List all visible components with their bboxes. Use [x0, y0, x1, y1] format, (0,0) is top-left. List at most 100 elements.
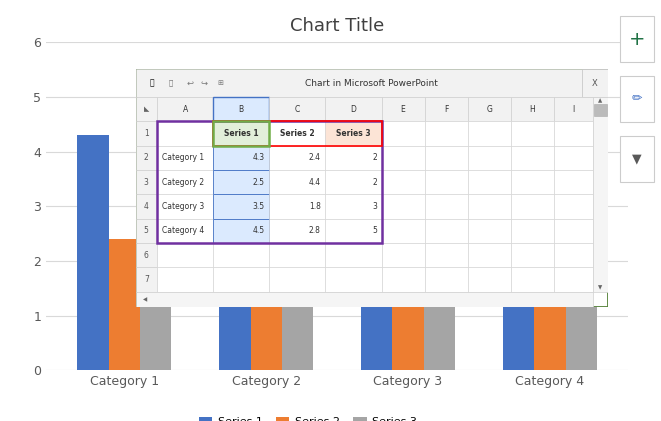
Bar [325, 121, 381, 146]
Text: A: A [182, 104, 188, 114]
Bar [554, 170, 593, 195]
Bar [136, 69, 608, 97]
Text: 4: 4 [144, 202, 149, 211]
Text: 2.4: 2.4 [309, 153, 321, 162]
Text: I: I [572, 104, 574, 114]
Bar [136, 292, 593, 307]
Text: Series 3: Series 3 [336, 129, 371, 138]
Text: X: X [592, 79, 598, 88]
Bar [325, 97, 381, 121]
Bar [157, 121, 381, 243]
Text: ⊞: ⊞ [217, 80, 223, 86]
Bar [269, 170, 325, 195]
Bar [554, 267, 593, 292]
Bar [381, 243, 424, 267]
Text: 6: 6 [144, 251, 149, 260]
Text: Category 1: Category 1 [162, 153, 204, 162]
Bar [157, 97, 214, 121]
Text: ↪: ↪ [200, 79, 208, 88]
Bar [468, 146, 511, 170]
Text: B: B [239, 104, 244, 114]
Text: G: G [486, 104, 492, 114]
Bar [214, 243, 269, 267]
Text: 1.8: 1.8 [309, 202, 321, 211]
Text: Category 2: Category 2 [162, 178, 204, 187]
Bar [468, 267, 511, 292]
Bar [282, 261, 313, 370]
Text: ▼: ▼ [598, 285, 603, 290]
Bar [381, 146, 424, 170]
Bar [566, 97, 597, 370]
Bar [269, 97, 325, 121]
Bar [219, 234, 251, 370]
Text: 7: 7 [144, 275, 149, 284]
Bar [511, 121, 554, 146]
Bar [136, 267, 157, 292]
Bar [269, 219, 325, 243]
Text: F: F [444, 104, 448, 114]
Bar [424, 97, 468, 121]
Bar [424, 243, 468, 267]
Text: 5: 5 [372, 226, 377, 235]
Bar [503, 124, 534, 370]
Bar [554, 146, 593, 170]
Bar [468, 170, 511, 195]
Bar [136, 219, 157, 243]
FancyBboxPatch shape [620, 16, 654, 62]
Text: 2.8: 2.8 [309, 226, 321, 235]
Bar [214, 121, 381, 146]
Bar [269, 267, 325, 292]
Bar [511, 219, 554, 243]
Text: E: E [401, 104, 405, 114]
Bar [468, 121, 511, 146]
Bar [157, 219, 214, 243]
Bar [381, 170, 424, 195]
Bar [381, 97, 424, 121]
Text: 💾: 💾 [169, 80, 173, 86]
Bar [424, 121, 468, 146]
Bar [140, 261, 171, 370]
Bar [511, 170, 554, 195]
Text: 2: 2 [144, 153, 149, 162]
Bar [554, 121, 593, 146]
Bar [511, 195, 554, 219]
Text: D: D [350, 104, 356, 114]
Text: Series 2: Series 2 [280, 129, 315, 138]
Bar [468, 195, 511, 219]
Bar [157, 146, 214, 170]
Bar [424, 206, 455, 370]
Bar [77, 135, 108, 370]
Text: +: + [629, 29, 645, 49]
Bar [381, 195, 424, 219]
Bar [136, 146, 157, 170]
Bar [393, 272, 424, 370]
Bar [214, 170, 269, 195]
Bar [269, 195, 325, 219]
Text: 3: 3 [372, 202, 377, 211]
Bar [468, 243, 511, 267]
Text: C: C [295, 104, 300, 114]
Bar [593, 97, 608, 292]
Text: 5: 5 [144, 226, 149, 235]
Bar [108, 239, 140, 370]
Text: 4.4: 4.4 [309, 178, 321, 187]
Text: ▲: ▲ [598, 98, 603, 103]
Bar [157, 267, 214, 292]
Bar [157, 243, 214, 267]
Text: ✏: ✏ [632, 93, 642, 106]
Text: ▼: ▼ [633, 153, 642, 166]
Text: 2: 2 [372, 178, 377, 187]
Bar [511, 146, 554, 170]
Bar [381, 219, 424, 243]
Bar [424, 267, 468, 292]
Text: Category 3: Category 3 [162, 202, 204, 211]
Bar [269, 146, 325, 170]
Text: 📊: 📊 [150, 79, 155, 88]
Bar [136, 97, 157, 121]
Bar [325, 267, 381, 292]
Text: Series 1: Series 1 [224, 129, 258, 138]
Bar [214, 97, 269, 121]
Text: ◀: ◀ [143, 297, 147, 302]
Bar [534, 217, 566, 370]
Bar [325, 195, 381, 219]
